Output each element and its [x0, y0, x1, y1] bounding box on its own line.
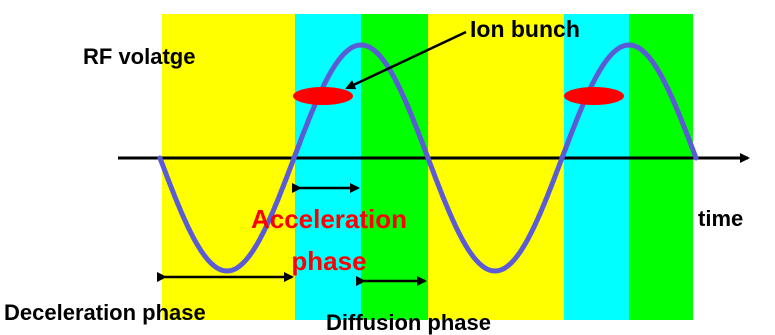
- acceleration-band-1: [295, 14, 361, 320]
- acceleration-band-2: [564, 14, 629, 320]
- ion-bunch-pointer-arrow: [345, 30, 467, 90]
- deceleration-phase-label: Deceleration phase: [4, 300, 206, 325]
- time-label: time: [698, 206, 743, 231]
- rf-voltage-label: RF volatge: [83, 44, 195, 69]
- ion-bunch-2: [564, 87, 624, 105]
- acceleration-label-line2: phase: [291, 246, 366, 276]
- diffusion-band-1: [361, 14, 428, 320]
- deceleration-band-2: [428, 14, 564, 320]
- acceleration-label-line1: Acceleration: [251, 204, 407, 234]
- diffusion-band-2: [629, 14, 693, 320]
- ion-bunch-1: [293, 87, 353, 105]
- ion-bunch-label: Ion bunch: [470, 16, 580, 42]
- rf-voltage-wave: [157, 42, 699, 274]
- diffusion-phase-label: Diffusion phase: [326, 310, 491, 335]
